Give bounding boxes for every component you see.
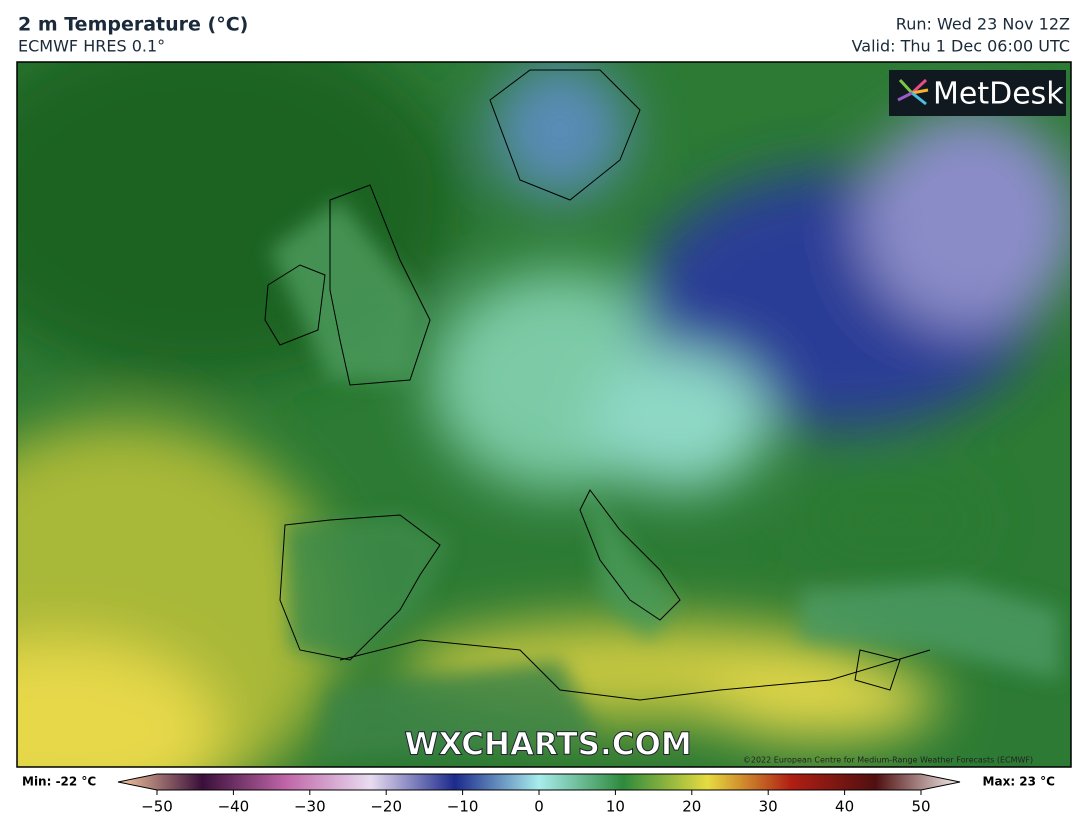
title: 2 m Temperature (°C)	[18, 14, 248, 36]
colorbar-tick-label: −40	[218, 798, 250, 816]
colorbar-tick-label: −50	[141, 798, 173, 816]
run-time: Run: Wed 23 Nov 12Z	[896, 15, 1070, 34]
copyright: ©2022 European Centre for Medium-Range W…	[743, 756, 1033, 765]
colorbar-tick-label: 50	[911, 798, 930, 816]
colorbar-tick-label: 10	[606, 798, 625, 816]
coastlines	[264, 69, 931, 701]
colorbar-tick-label: 40	[835, 798, 854, 816]
max-label: Max: 23 °C	[983, 775, 1056, 789]
colorbar	[117, 773, 961, 791]
subtitle: ECMWF HRES 0.1°	[18, 37, 165, 56]
min-label: Min: -22 °C	[22, 775, 96, 789]
colorbar-tick-label: 0	[534, 798, 544, 816]
colorbar-tick-label: 30	[759, 798, 778, 816]
watermark: WXCHARTS.COM	[404, 727, 691, 763]
colorbar-tick-label: −10	[447, 798, 479, 816]
valid-time: Valid: Thu 1 Dec 06:00 UTC	[852, 37, 1070, 56]
logo-icon	[897, 78, 929, 106]
colorbar-tick-label: 20	[682, 798, 701, 816]
colorbar-ticks: −50 −40 −30 −20 −10 0 10 20 30 40 50	[141, 790, 931, 816]
logo-text: MetDesk	[933, 77, 1064, 112]
colorbar-tick-label: −30	[294, 798, 326, 816]
temperature-map: MetDesk WXCHARTS.COM ©2022 European Cent…	[17, 62, 1071, 767]
map-frame	[16, 61, 1072, 768]
colorbar-tick-label: −20	[370, 798, 402, 816]
